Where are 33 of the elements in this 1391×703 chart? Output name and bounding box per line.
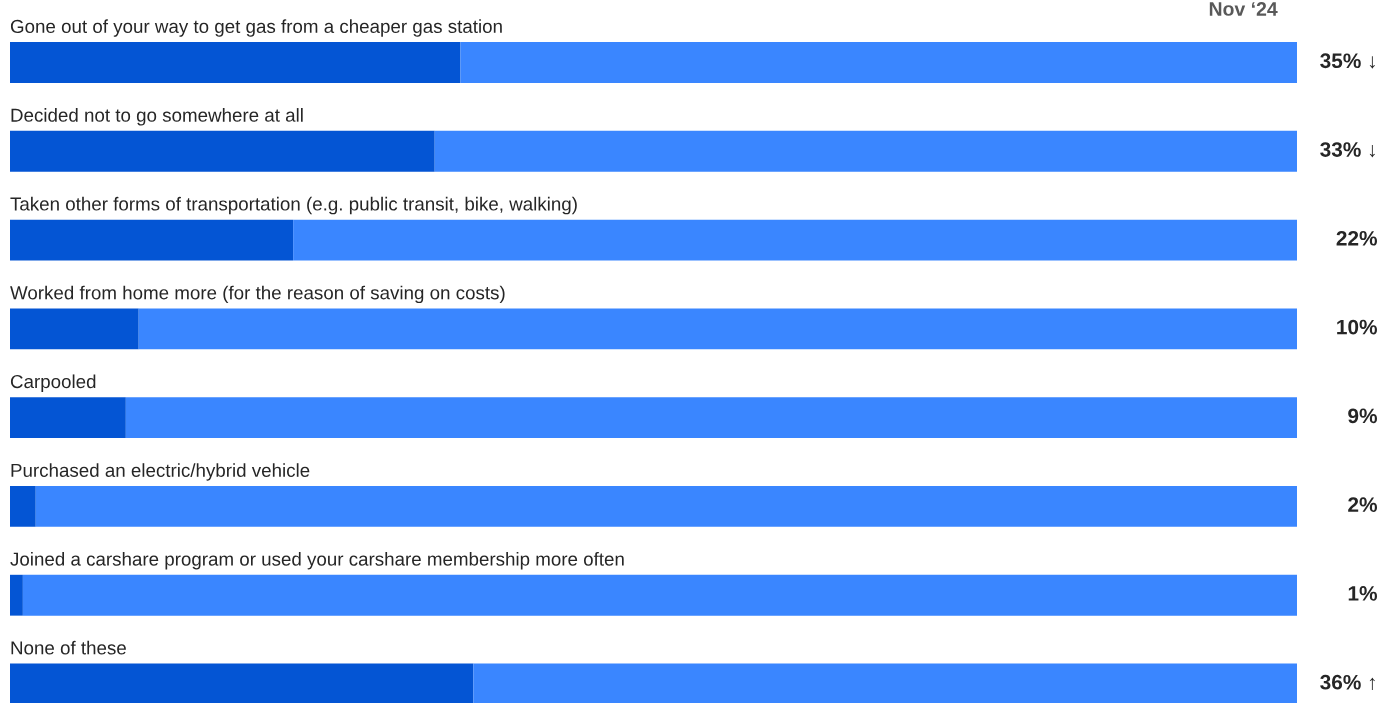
bar	[10, 219, 294, 261]
data-label: 1%	[1348, 586, 1378, 601]
data-label: 10%	[1337, 319, 1378, 335]
annotation: Nov ‘24	[1209, 2, 1278, 16]
bar	[10, 486, 36, 527]
y-tick-label: Taken other forms of transportation (e.g. public transit, bike, walking)	[10, 196, 577, 215]
y-tick-label: None of these	[11, 640, 126, 655]
y-tick-label: Worked from home more (for the reason of saving on costs)	[10, 285, 505, 304]
bar	[10, 42, 461, 83]
y-tick-label: Purchased an electric/hybrid vehicle	[11, 463, 310, 481]
bar	[293, 219, 1297, 261]
data-label: 35% ↓	[1320, 53, 1375, 69]
y-tick-label: Carpooled	[10, 374, 96, 392]
bar	[10, 663, 474, 703]
data-label: 9%	[1348, 408, 1378, 424]
bar	[473, 663, 1297, 703]
bar	[22, 574, 1297, 616]
bar	[10, 397, 126, 439]
bar	[10, 308, 139, 350]
data-label: 22%	[1336, 230, 1378, 246]
bar	[434, 130, 1297, 172]
bar	[125, 397, 1297, 439]
data-label: 36% ↑	[1320, 674, 1375, 691]
bar	[138, 308, 1297, 350]
y-tick-label: Gone out of your way to get gas from a cheaper gas station	[10, 19, 502, 37]
bar	[460, 42, 1297, 83]
y-tick-label: Joined a carshare program or used your carshare membership more often	[10, 551, 624, 570]
bar	[10, 574, 23, 616]
data-label: 2%	[1348, 497, 1378, 512]
data-label: 33% ↓	[1320, 142, 1375, 158]
bar	[35, 486, 1297, 527]
bar	[10, 130, 435, 172]
y-tick-label: Decided not to go somewhere at all	[11, 108, 303, 126]
